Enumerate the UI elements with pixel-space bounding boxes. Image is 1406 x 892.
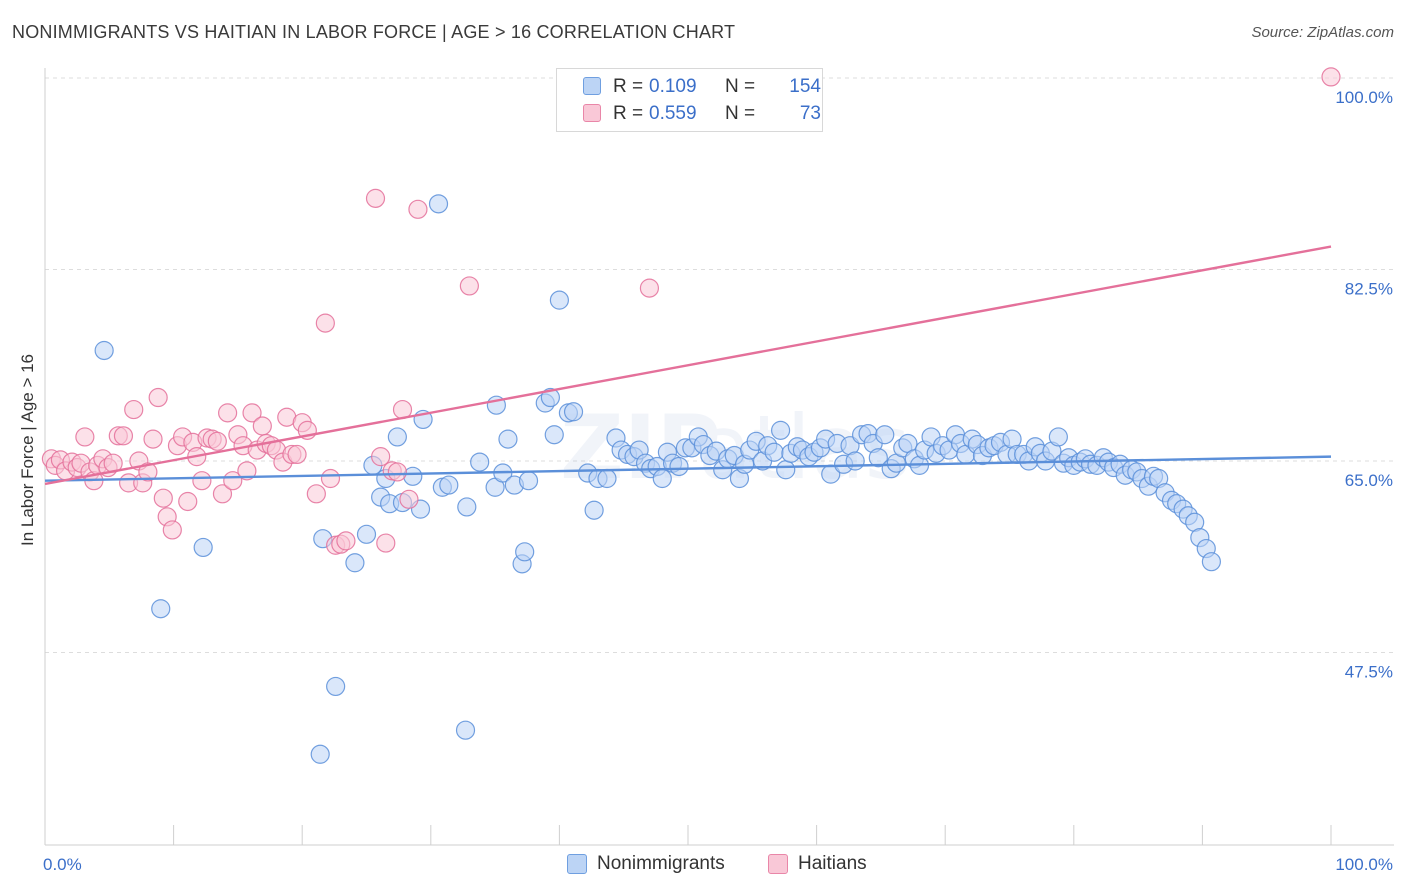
point-haitians: [192, 471, 212, 491]
bottom-legend-label-nonimmigrants: Nonimmigrants: [597, 853, 725, 874]
trend-lines: [44, 245, 1332, 486]
point-haitians: [315, 313, 335, 333]
point-nonimmigrants: [652, 468, 672, 489]
point-haitians: [287, 444, 307, 465]
point-nonimmigrants: [455, 720, 476, 740]
bottom-legend-nonimmigrants: Nonimmigrants: [567, 852, 725, 876]
point-nonimmigrants: [470, 452, 490, 472]
point-haitians: [639, 278, 660, 298]
y-axis-label-box: In Labor Force | Age > 16: [16, 300, 40, 600]
y-tick-label: 65.0%: [1345, 471, 1393, 490]
point-nonimmigrants: [428, 194, 449, 214]
point-nonimmigrants: [563, 402, 584, 422]
point-nonimmigrants: [515, 542, 535, 562]
legend-n-value: 73: [799, 103, 821, 124]
legend-r-label: R =: [613, 76, 644, 97]
point-nonimmigrants: [345, 553, 365, 573]
legend-n-value: 154: [789, 76, 821, 97]
point-haitians: [459, 276, 479, 296]
legend-swatch-haitians: [583, 104, 601, 122]
legend-n-label: N =: [725, 103, 756, 124]
series-nonimmigrants: [94, 194, 1222, 764]
point-haitians: [306, 484, 326, 504]
legend-n-label: N =: [725, 76, 756, 97]
point-haitians: [252, 416, 272, 436]
point-haitians: [408, 199, 428, 219]
point-haitians: [242, 403, 262, 423]
y-axis-label: In Labor Force | Age > 16: [18, 353, 37, 547]
point-nonimmigrants: [845, 451, 865, 471]
trend-line-nonimmigrants: [44, 455, 1332, 482]
point-haitians: [336, 531, 356, 551]
point-haitians: [113, 426, 134, 446]
point-haitians: [365, 188, 386, 208]
point-nonimmigrants: [151, 599, 171, 619]
point-nonimmigrants: [326, 676, 346, 697]
point-haitians: [153, 488, 173, 508]
grid-lines: [45, 77, 1394, 653]
point-nonimmigrants: [193, 537, 213, 558]
point-nonimmigrants: [868, 448, 888, 468]
point-haitians: [212, 484, 233, 504]
legend-row-haitians: R = 0.559 N = 73: [583, 101, 823, 127]
point-nonimmigrants: [764, 442, 784, 462]
legend-swatch-nonimmigrants: [583, 77, 601, 95]
point-haitians: [376, 533, 396, 553]
point-nonimmigrants: [770, 420, 791, 440]
point-haitians: [75, 427, 95, 447]
bottom-legend-swatch-haitians: [768, 854, 788, 874]
point-nonimmigrants: [94, 340, 114, 361]
point-haitians: [124, 399, 144, 420]
point-nonimmigrants: [439, 475, 459, 495]
y-tick-label: 100.0%: [1335, 88, 1393, 107]
legend-r-label: R =: [613, 103, 644, 124]
point-haitians: [218, 403, 238, 423]
point-haitians: [162, 520, 182, 540]
point-haitians: [1321, 67, 1341, 87]
point-nonimmigrants: [498, 429, 518, 449]
x-tick-label: 0.0%: [43, 855, 82, 874]
bottom-legend-swatch-nonimmigrants: [567, 854, 587, 874]
point-nonimmigrants: [540, 387, 560, 408]
bottom-legend-haitians: Haitians: [768, 852, 867, 876]
legend-r-value: 0.109: [649, 76, 697, 97]
chart-title: NONIMMIGRANTS VS HAITIAN IN LABOR FORCE …: [12, 22, 736, 42]
point-nonimmigrants: [356, 524, 377, 544]
point-nonimmigrants: [518, 471, 539, 491]
point-haitians: [143, 429, 163, 449]
point-haitians: [387, 462, 407, 482]
point-haitians: [178, 491, 198, 512]
y-tick-label: 47.5%: [1345, 663, 1393, 682]
point-haitians: [148, 387, 168, 408]
point-nonimmigrants: [584, 500, 604, 520]
point-nonimmigrants: [457, 497, 477, 517]
source-label: Source: ZipAtlas.com: [1251, 24, 1394, 41]
point-nonimmigrants: [669, 456, 689, 477]
point-nonimmigrants: [387, 427, 407, 447]
x-tick-label: 100.0%: [1335, 855, 1393, 874]
point-haitians: [399, 489, 419, 509]
legend-row-nonimmigrants: R = 0.109 N = 154: [583, 74, 823, 100]
tick-labels: 100.0% 82.5% 65.0% 47.5% 0.0% 100.0%: [43, 88, 1393, 874]
point-nonimmigrants: [776, 460, 796, 480]
point-nonimmigrants: [549, 290, 570, 310]
point-haitians: [207, 431, 227, 451]
point-haitians: [371, 447, 391, 467]
point-nonimmigrants: [875, 425, 895, 445]
legend-r-value: 0.559: [649, 103, 697, 124]
point-nonimmigrants: [1201, 552, 1222, 572]
y-tick-label: 82.5%: [1345, 280, 1393, 299]
point-haitians: [138, 462, 158, 482]
legend: R = 0.109 N = 154 R = 0.559 N = 73: [556, 68, 823, 132]
trend-line-haitians: [44, 245, 1332, 486]
bottom-legend-label-haitians: Haitians: [798, 853, 867, 874]
point-haitians: [237, 461, 257, 481]
point-haitians: [320, 468, 341, 489]
point-nonimmigrants: [310, 744, 330, 764]
point-nonimmigrants: [1048, 427, 1068, 447]
point-nonimmigrants: [597, 468, 617, 489]
point-nonimmigrants: [544, 425, 564, 445]
